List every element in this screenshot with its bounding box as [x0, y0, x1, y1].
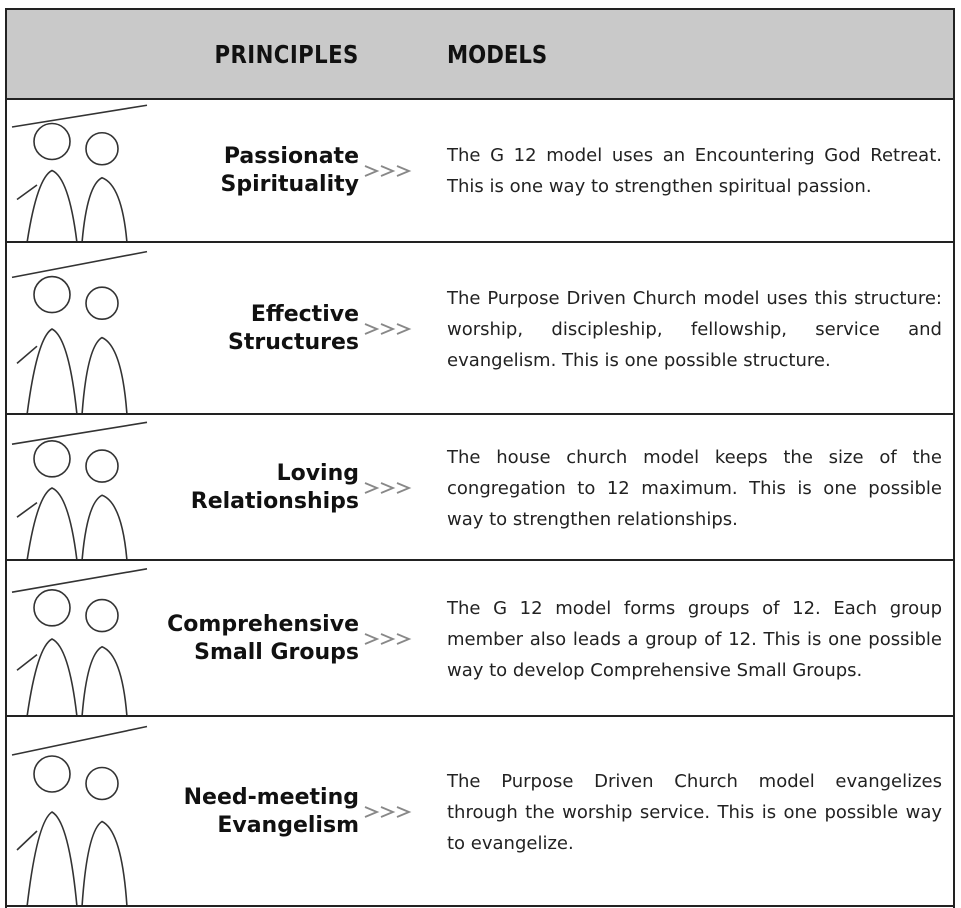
table-header: PRINCIPLES MODELS	[7, 10, 953, 100]
principle-line: Spirituality	[220, 171, 360, 197]
arrow-icon	[364, 323, 412, 335]
table-row: Passionate Spirituality The G 12 model use…	[7, 98, 953, 243]
principle-text: Effective Structures	[228, 301, 359, 357]
arrow-icon	[364, 164, 412, 177]
model-text: The house church model keeps the size of…	[447, 446, 942, 530]
table-row: Effective Structures The Purpose Driven Ch…	[7, 243, 953, 415]
principle-line: Effective	[250, 302, 359, 327]
illustration	[11, 568, 148, 715]
principle-line: Loving	[276, 461, 359, 486]
table-row: Need-meeting Evangelism The Purpose Driven…	[7, 717, 953, 907]
header-principles: PRINCIPLES	[214, 40, 359, 69]
principle-line: Structures	[228, 330, 359, 355]
illustration	[11, 250, 148, 413]
principle-line: Comprehensive	[167, 612, 359, 637]
principle-line: Passionate	[223, 143, 359, 169]
table-row: Loving Relationships The house church mode…	[7, 415, 953, 561]
arrow-icon	[364, 806, 412, 818]
principle-text: Comprehensive Small Groups	[167, 611, 359, 667]
arrow-icon	[364, 633, 412, 645]
model-text: The G 12 model uses an Encountering God …	[447, 144, 942, 197]
principle-text: Need-meeting Evangelism	[184, 784, 359, 840]
principle-text: Loving Relationships	[191, 460, 359, 516]
illustration	[11, 725, 148, 905]
table-row: Comprehensive Small Groups The G 12 model …	[7, 561, 953, 717]
illustration	[11, 104, 148, 241]
principle-line: Evangelism	[217, 813, 359, 838]
principle-line: Need-meeting	[183, 785, 359, 810]
principle-line: Small Groups	[194, 640, 359, 665]
principles-table: PRINCIPLES MODELS Passionate Spirituality…	[5, 8, 955, 908]
header-models: MODELS	[447, 40, 548, 69]
arrow-icon	[364, 482, 412, 494]
principle-text: Passionate Spirituality	[221, 143, 360, 199]
model-text: The G 12 model forms groups of 12. Each …	[447, 597, 942, 681]
model-text: The Purpose Driven Church model uses thi…	[447, 287, 942, 371]
illustration	[11, 421, 148, 559]
principle-line: Relationships	[190, 489, 359, 514]
model-text: The Purpose Driven Church model evangeli…	[447, 770, 942, 854]
